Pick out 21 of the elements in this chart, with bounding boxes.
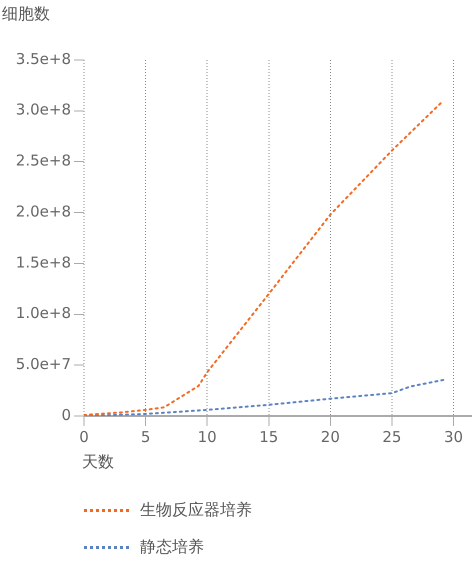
y-tick-label: 0 [61,406,71,424]
x-tick-label: 0 [79,428,89,446]
legend-label: 生物反应器培养 [139,500,252,521]
x-axis-title: 天数 [82,452,114,473]
x-tick-label: 5 [140,428,150,446]
y-tick-label: 3.0e+8 [16,100,71,119]
y-tick-label: 1.0e+8 [16,304,71,322]
x-tick-label: 10 [198,428,217,446]
y-tick-label: 3.5e+8 [16,50,71,68]
y-axis-title: 细胞数 [2,4,50,25]
line-series [84,102,442,416]
y-tick-label: 2.5e+8 [16,152,71,170]
x-tick-label: 20 [320,428,340,446]
line-series [84,378,448,416]
x-tick-label: 15 [259,428,278,446]
y-tick-label: 5.0e+7 [16,355,71,374]
legend-label: 静态培养 [139,537,205,558]
y-tick-label: 2.0e+8 [16,202,71,220]
y-tick-label: 1.5e+8 [16,253,71,272]
x-tick-label: 25 [382,428,402,446]
x-tick-label: 30 [444,428,464,446]
